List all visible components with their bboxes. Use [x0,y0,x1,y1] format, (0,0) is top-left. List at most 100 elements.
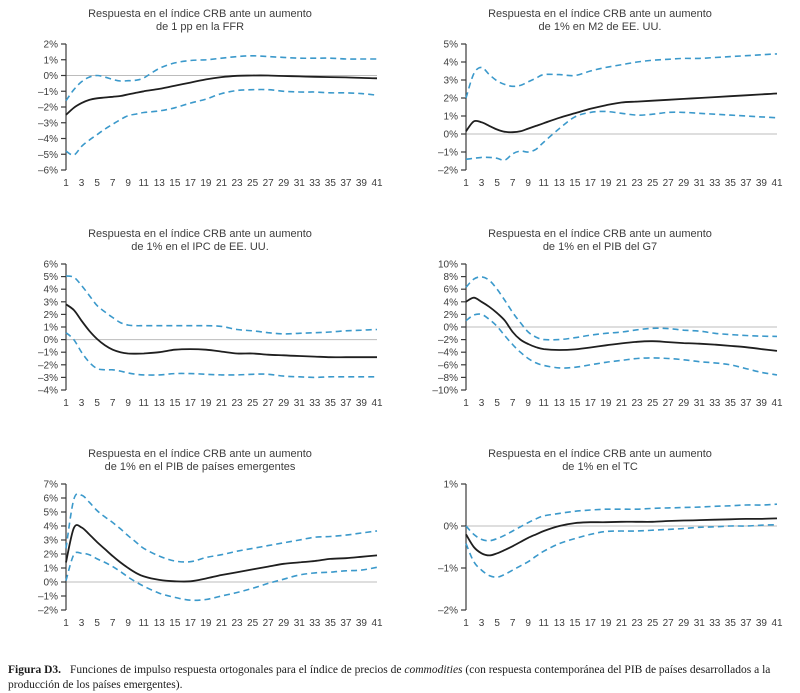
lower-band-line [465,313,778,376]
y-tick-label: 0% [444,323,459,334]
lower-band-line [465,110,778,162]
y-tick-label: –2% [438,166,458,177]
pib-g7-impulse-response-chart: 10%8%6%4%2%0%–2%–4%–6%–8%–10%1 3 5 7 9 11 13 15… [432,260,783,410]
x-tick-label: 21 [216,178,228,189]
y-tick-label: 5% [44,508,59,519]
x-tick-label: 17 [185,618,197,629]
upper-band-line [65,275,378,335]
y-tick-label: –2% [438,335,458,346]
x-tick-label: 5 [494,178,500,189]
chart-title: Respuesta en el índice CRB ante un aumen… [400,220,800,254]
upper-band-line [65,492,378,563]
x-tick-label: 5 [494,618,500,629]
y-tick-label: 2% [444,94,459,105]
x-tick-label: 11 [539,618,550,629]
chart-title-line2: de 1% en el TC [562,461,638,473]
y-tick-label: 4% [44,285,59,296]
chart-panel-ffr: Respuesta en el índice CRB ante un aumen… [0,0,400,220]
y-tick-label: 6% [44,260,59,271]
y-tick-label: 5% [44,272,59,283]
chart-title-line2: de 1% en M2 de EE. UU. [538,21,662,33]
y-axis: 6%5% 4%3% 2% 1%0% –1%–2% –3% –4% [38,260,67,397]
mean-line [465,517,778,557]
x-tick-label: 23 [231,178,243,189]
x-tick-label: 1 [63,398,69,409]
x-tick-label: 37 [340,618,352,629]
x-tick-label: 27 [663,398,675,409]
figure-caption-text: Funciones de impulso respuesta ortogonal… [70,664,405,676]
y-tick-label: 0% [444,130,459,141]
y-tick-label: 0% [44,71,59,82]
y-tick-label: –4% [38,134,58,145]
x-axis-labels: 1 3 5 7 9 11 13 15 17 19 21 23 25 27 29 31 33 35 37 39 41 [463,618,783,629]
y-tick-label: –3% [38,373,58,384]
y-tick-label: 0% [44,335,59,346]
y-tick-label: –6% [438,360,458,371]
chart-title: Respuesta en el índice CRB ante un aumen… [0,440,400,474]
x-tick-label: 5 [494,398,500,409]
x-tick-label: 7 [510,178,516,189]
x-tick-label: 15 [569,178,581,189]
y-tick-label: –6% [38,166,58,177]
x-axis-labels: 1 3 5 7 9 11 13 15 17 19 21 23 25 27 29 31 33 35 37 39 41 [63,618,383,629]
x-tick-label: 9 [125,398,131,409]
y-tick-label: 5% [444,40,459,51]
ipc-impulse-response-chart: 6%5%4%3%2%1%0%–1%–2%–3%–4%1 3 5 7 9 11 13 15 17 1… [38,260,383,410]
x-tick-label: 23 [631,178,643,189]
y-tick-label: 2% [44,40,59,51]
x-tick-label: 19 [200,178,212,189]
x-tick-label: 27 [263,178,275,189]
x-tick-label: 23 [231,398,243,409]
x-tick-label: 7 [110,178,116,189]
chart-panel-ipc: Respuesta en el índice CRB ante un aumen… [0,220,400,440]
y-tick-label: 1% [44,564,59,575]
x-tick-label: 41 [771,398,783,409]
chart-title-line1: Respuesta en el índice CRB ante un aumen… [488,228,712,240]
x-tick-label: 13 [154,178,166,189]
x-tick-label: 15 [569,398,581,409]
chart-panel-pib-g7: Respuesta en el índice CRB ante un aumen… [400,220,800,440]
x-tick-label: 33 [309,618,321,629]
mean-line [65,303,377,359]
x-tick-label: 19 [600,398,612,409]
tc-impulse-response-chart: 1%0%–1%–2%1 3 5 7 9 11 13 15 17 19 21 23 25 27 29 31 33 3… [438,480,783,630]
x-tick-label: 29 [678,178,690,189]
y-tick-label: –4% [38,386,58,397]
ffr-impulse-response-chart: 2%1%0%–1%–2%–3%–4%–5%–6%1 3 5 7 9 11 13 15 17 19 2… [38,40,383,190]
chart-title-line1: Respuesta en el índice CRB ante un aumen… [488,8,712,20]
upper-band-line [465,276,778,341]
mean-line [65,74,378,116]
x-tick-label: 13 [154,618,166,629]
x-tick-label: 31 [694,178,706,189]
x-tick-label: 1 [463,178,469,189]
x-tick-label: 3 [479,178,485,189]
chart-title: Respuesta en el índice CRB ante un aumen… [400,0,800,34]
x-tick-label: 3 [479,618,485,629]
y-tick-label: 4% [444,297,459,308]
x-tick-label: 27 [263,618,275,629]
y-tick-label: –8% [438,373,458,384]
figure-caption-text-end: (con respuesta contemporánea del PIB de … [8,664,771,691]
x-tick-label: 17 [585,178,597,189]
lower-band-line [465,523,778,579]
x-tick-label: 35 [325,618,337,629]
lower-band-line [65,332,377,379]
y-tick-label: –2% [38,103,58,114]
x-tick-label: 39 [356,618,368,629]
x-tick-label: 23 [631,618,643,629]
x-tick-label: 1 [63,178,69,189]
chart-panel-pib-emergentes: Respuesta en el índice CRB ante un aumen… [0,440,400,660]
x-tick-label: 9 [525,398,531,409]
x-tick-label: 21 [616,618,628,629]
x-tick-label: 9 [125,618,131,629]
x-tick-label: 33 [709,398,721,409]
x-tick-label: 13 [554,178,566,189]
y-tick-label: –2% [38,360,58,371]
y-tick-label: –3% [38,118,58,129]
x-tick-label: 33 [709,618,721,629]
x-tick-label: 41 [371,178,383,189]
y-tick-label: 1% [44,55,59,66]
y-tick-label: 2% [44,550,59,561]
x-tick-label: 25 [247,398,259,409]
